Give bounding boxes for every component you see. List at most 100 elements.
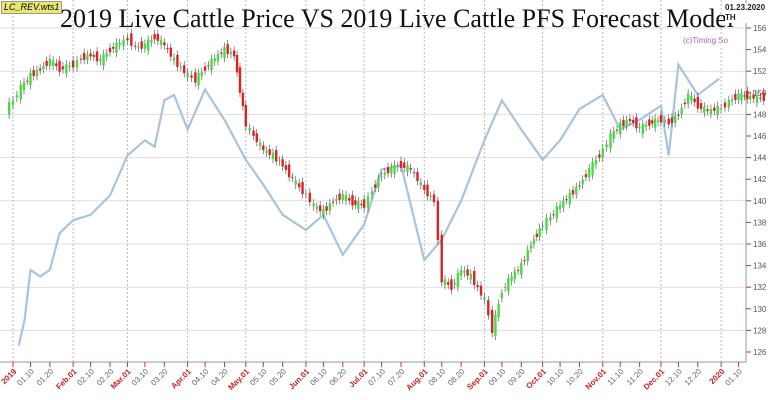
candle-body — [479, 285, 483, 296]
candle-body — [450, 279, 453, 290]
candle-body — [35, 69, 39, 77]
candle-body — [535, 233, 538, 237]
candle-body — [328, 203, 332, 211]
candle-body — [159, 39, 163, 45]
candle-body — [459, 269, 463, 276]
candle-body — [677, 114, 680, 116]
candle-body — [635, 117, 638, 129]
candle-body — [513, 271, 517, 280]
candle-body — [549, 217, 552, 221]
x-tick-label: 05.20 — [268, 367, 289, 388]
candle-body — [203, 66, 207, 71]
candle-body — [690, 95, 693, 101]
candle-body — [412, 172, 416, 174]
candle-body — [89, 53, 92, 57]
candle-body — [377, 178, 380, 188]
candle-body — [406, 165, 409, 172]
candle-body — [487, 300, 490, 316]
candle-body — [268, 149, 271, 155]
candle-body — [86, 54, 89, 60]
candle-body — [667, 118, 670, 125]
date-readout: 01.23.2020 TH — [725, 3, 768, 23]
candle-body — [357, 201, 360, 209]
candle-body — [315, 206, 319, 209]
candle-body — [102, 54, 105, 66]
candle-body — [584, 174, 588, 178]
study-tag[interactable]: LC_REV.wts1 — [1, 1, 63, 14]
x-tick-label: Oct.01 — [524, 367, 548, 391]
candle-body — [99, 59, 102, 62]
candle-body — [598, 154, 601, 158]
candle-body — [318, 205, 322, 212]
x-tick-label: Apr.01 — [169, 367, 193, 391]
candle-body — [696, 96, 700, 109]
candle-body — [354, 200, 357, 205]
candle-body — [386, 167, 390, 174]
candle-body — [622, 119, 625, 127]
candle-body — [746, 90, 749, 100]
candle-body — [659, 115, 663, 123]
candle-body — [213, 58, 216, 62]
candle-body — [122, 39, 125, 46]
candle-body — [532, 239, 536, 244]
candle-body — [631, 119, 635, 123]
candle-body — [297, 183, 301, 188]
candle-body — [545, 218, 548, 230]
candle-body — [403, 162, 406, 168]
y-tick-label: 138 — [753, 218, 767, 227]
candle-body — [360, 204, 363, 206]
candle-body — [558, 205, 562, 210]
candle-body — [108, 47, 112, 53]
candle-body — [727, 100, 731, 108]
candle-body — [673, 115, 677, 123]
candle-body — [304, 194, 308, 196]
candle-body — [274, 150, 278, 162]
candle-body — [156, 33, 160, 41]
candle-body — [591, 161, 594, 175]
candle-body — [146, 39, 150, 51]
candle-body — [179, 66, 183, 68]
candle-body — [252, 130, 255, 136]
x-tick-label: Sep.01 — [465, 367, 490, 392]
candle-body — [68, 65, 71, 67]
candle-body — [115, 42, 118, 53]
candle-body — [719, 107, 723, 109]
copyright: (c)Timing So — [683, 36, 729, 46]
y-tick-label: 132 — [753, 283, 767, 292]
candle-body — [366, 196, 370, 208]
x-tick-label: Jul.01 — [347, 367, 370, 390]
candle-body — [55, 63, 58, 67]
candle-body — [183, 65, 186, 74]
candle-body — [730, 99, 734, 102]
candle-body — [278, 160, 281, 162]
candle-body — [466, 269, 469, 276]
candle-body — [226, 44, 229, 55]
candle-body — [15, 95, 19, 98]
candle-body — [137, 46, 140, 48]
x-tick-label: 10.10 — [545, 367, 566, 388]
candle-body — [759, 97, 762, 99]
candle-body — [399, 160, 403, 168]
candle-body — [447, 282, 450, 285]
y-tick-label: 130 — [753, 305, 767, 314]
y-tick-label: 150 — [753, 89, 767, 98]
candle-body — [48, 59, 52, 66]
candle-body — [42, 66, 45, 70]
candle-body — [740, 92, 743, 101]
candle-body — [265, 150, 268, 153]
candle-body — [571, 190, 575, 195]
candle-body — [526, 249, 529, 262]
candle-body — [568, 192, 571, 205]
candle-body — [716, 106, 719, 115]
candle-body — [555, 206, 559, 219]
candle-body — [223, 46, 226, 58]
x-tick-label: 03.20 — [149, 367, 170, 388]
candle-body — [238, 67, 242, 93]
candle-body — [625, 120, 628, 127]
candle-body — [163, 42, 166, 46]
candle-body — [220, 52, 223, 54]
candle-body — [370, 191, 374, 195]
candle-body — [291, 177, 294, 179]
y-tick-label: 142 — [753, 175, 767, 184]
